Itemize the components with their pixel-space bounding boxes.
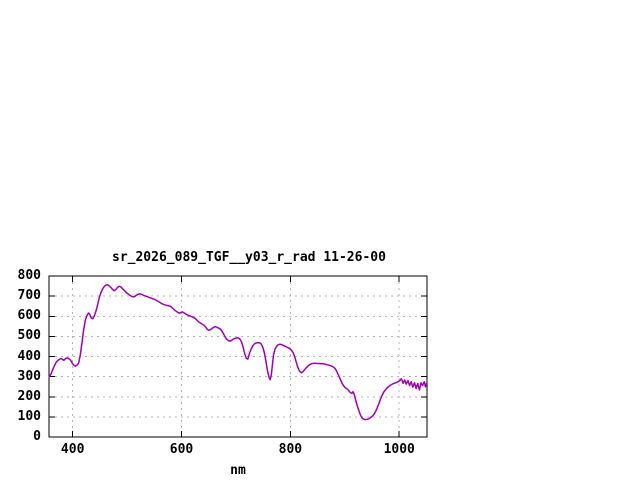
y-tick-label: 700 <box>17 288 41 304</box>
spectrum-curve <box>48 283 428 421</box>
y-tick-label: 300 <box>17 368 41 384</box>
x-tick-label: 600 <box>169 442 194 457</box>
x-tick-label: 1000 <box>383 442 415 457</box>
y-tick-label: 400 <box>17 348 41 364</box>
y-tick-label: 500 <box>17 328 41 344</box>
y-tick-label: 600 <box>17 308 41 324</box>
chart-title: sr_2026_089_TGF__y03_r_rad 11-26-00 <box>112 250 386 265</box>
x-tick-label: 400 <box>60 442 85 457</box>
y-tick-label: 200 <box>17 388 41 404</box>
y-tick-label: 100 <box>17 408 41 424</box>
plot-border <box>48 275 428 438</box>
y-tick-label: 800 <box>17 268 41 283</box>
x-axis-label: nm <box>230 463 246 478</box>
y-tick-label: 0 <box>33 429 41 444</box>
x-tick-label: 800 <box>278 442 303 457</box>
